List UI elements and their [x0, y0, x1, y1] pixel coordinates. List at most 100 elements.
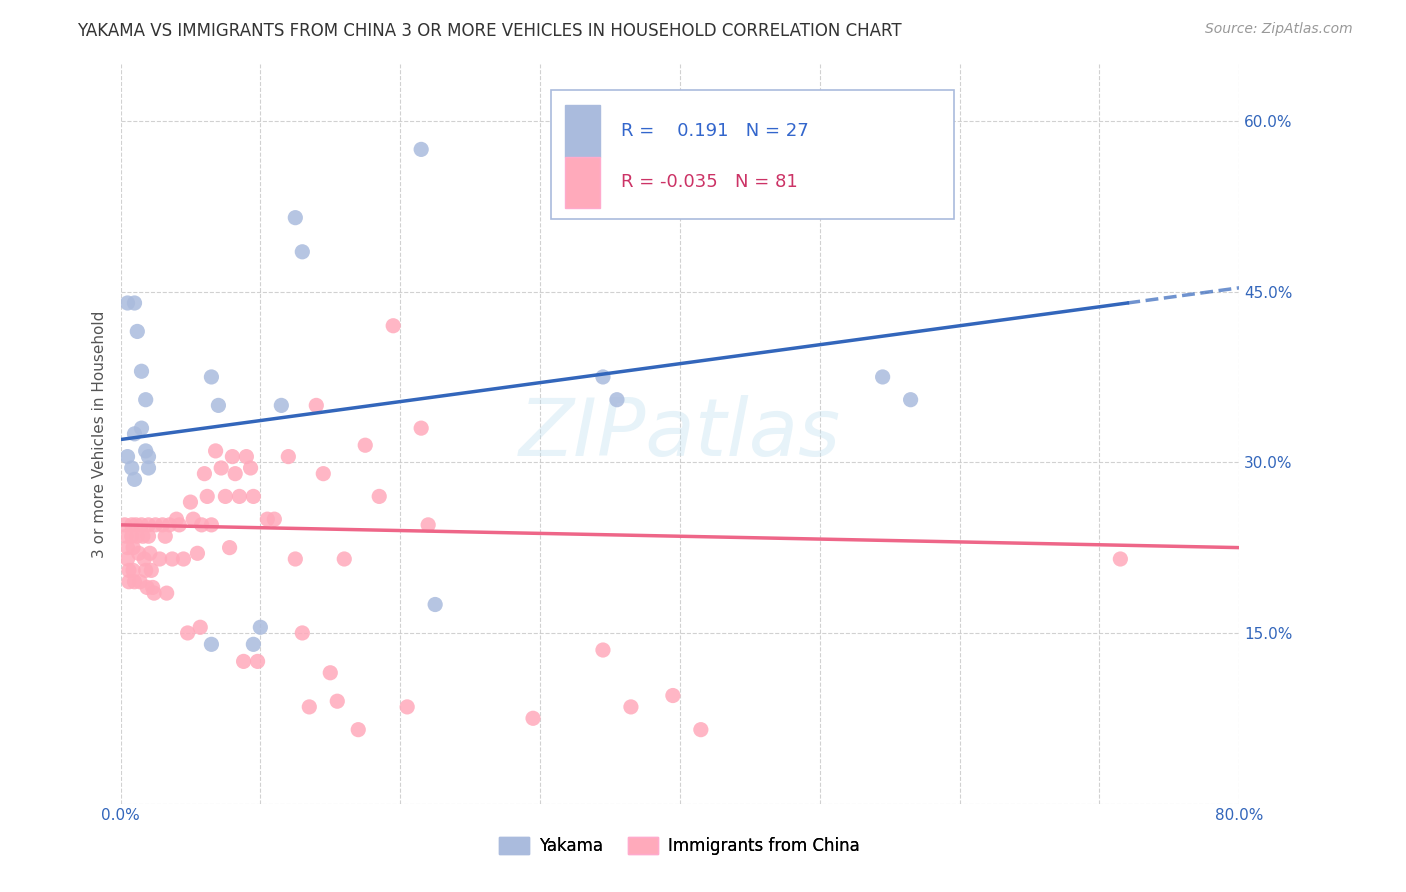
Point — [411, 142, 433, 156]
Point — [319, 665, 342, 680]
Point — [270, 398, 292, 412]
Point — [134, 552, 156, 566]
Point — [209, 461, 232, 475]
Point — [305, 398, 328, 412]
Point — [382, 318, 405, 333]
Point — [121, 461, 143, 475]
Point — [145, 517, 167, 532]
Point — [172, 552, 194, 566]
Point — [188, 620, 211, 634]
Point — [179, 495, 201, 509]
Point — [156, 586, 179, 600]
Text: YAKAMA VS IMMIGRANTS FROM CHINA 3 OR MORE VEHICLES IN HOUSEHOLD CORRELATION CHAR: YAKAMA VS IMMIGRANTS FROM CHINA 3 OR MOR… — [77, 22, 903, 40]
Point — [425, 598, 447, 612]
Point — [396, 699, 419, 714]
Point — [200, 517, 222, 532]
Point — [124, 574, 146, 589]
FancyBboxPatch shape — [551, 90, 953, 219]
Point — [167, 517, 190, 532]
Point — [662, 689, 685, 703]
Point — [326, 694, 349, 708]
Point — [214, 490, 236, 504]
Point — [312, 467, 335, 481]
Point — [143, 586, 166, 600]
Point — [354, 438, 377, 452]
Point — [121, 517, 143, 532]
Point — [142, 581, 165, 595]
Text: Source: ZipAtlas.com: Source: ZipAtlas.com — [1205, 22, 1353, 37]
Point — [200, 637, 222, 651]
Point — [122, 563, 145, 577]
Point — [162, 552, 184, 566]
Point — [347, 723, 370, 737]
Point — [176, 626, 198, 640]
Point — [155, 529, 177, 543]
Point — [117, 541, 139, 555]
Point — [122, 541, 145, 555]
Point — [263, 512, 285, 526]
Point — [204, 444, 226, 458]
Point — [522, 711, 544, 725]
Point — [125, 517, 148, 532]
Point — [592, 370, 614, 384]
Point — [256, 512, 278, 526]
Point — [1109, 552, 1132, 566]
Point — [117, 552, 139, 566]
Point — [190, 517, 212, 532]
Point — [124, 472, 146, 486]
Point — [117, 450, 139, 464]
Point — [128, 546, 150, 560]
Point — [221, 450, 243, 464]
Point — [131, 421, 153, 435]
Point — [118, 574, 141, 589]
Point — [239, 461, 262, 475]
Point — [131, 517, 153, 532]
Point — [689, 723, 711, 737]
Point — [235, 450, 257, 464]
Point — [242, 637, 264, 651]
Point — [232, 654, 254, 668]
Point — [129, 574, 152, 589]
Point — [207, 398, 229, 412]
Point — [277, 450, 299, 464]
Point — [228, 490, 250, 504]
Point — [135, 392, 157, 407]
Point — [132, 529, 155, 543]
Point — [620, 699, 643, 714]
Point — [138, 450, 160, 464]
Point — [136, 581, 159, 595]
Point — [121, 529, 143, 543]
Point — [218, 541, 240, 555]
Point — [131, 364, 153, 378]
Point — [135, 563, 157, 577]
Point — [291, 626, 314, 640]
Text: ZIPatlas: ZIPatlas — [519, 395, 841, 473]
Point — [124, 426, 146, 441]
Point — [368, 490, 391, 504]
Point — [298, 699, 321, 714]
Point — [186, 546, 208, 560]
Point — [117, 296, 139, 310]
Point — [872, 370, 894, 384]
Point — [139, 546, 162, 560]
Point — [411, 421, 433, 435]
Point — [195, 490, 218, 504]
Point — [249, 620, 271, 634]
Point — [291, 244, 314, 259]
Point — [242, 490, 264, 504]
Point — [118, 563, 141, 577]
Point — [124, 296, 146, 310]
FancyBboxPatch shape — [565, 104, 600, 156]
Point — [284, 552, 307, 566]
FancyBboxPatch shape — [565, 156, 600, 208]
Point — [138, 461, 160, 475]
Point — [193, 467, 215, 481]
Point — [246, 654, 269, 668]
Point — [284, 211, 307, 225]
Point — [127, 529, 149, 543]
Point — [418, 517, 440, 532]
Point — [149, 552, 172, 566]
Point — [138, 529, 160, 543]
Point — [135, 444, 157, 458]
Text: R = -0.035   N = 81: R = -0.035 N = 81 — [620, 173, 797, 192]
